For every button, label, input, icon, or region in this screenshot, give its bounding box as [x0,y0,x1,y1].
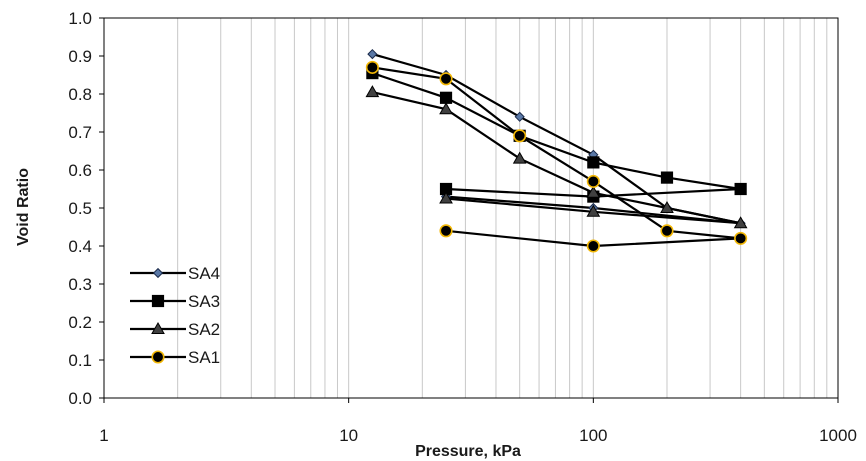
y-axis-label: Void Ratio [15,168,32,246]
data-point [439,191,453,204]
legend-marker [151,294,165,308]
data-point [660,224,674,238]
legend-label: SA2 [188,320,220,339]
series-line [372,53,741,225]
y-tick-label: 0.3 [68,275,92,294]
y-tick-label: 0.5 [68,199,92,218]
data-point [734,231,748,245]
y-tick-label: 1.0 [68,9,92,28]
y-tick-label: 0.7 [68,123,92,142]
data-point [587,156,600,169]
tick-labels: 0.0 0.1 0.2 0.3 0.4 0.5 0.6 0.7 0.8 0.9 1.0 1 10 100 1… [68,9,857,445]
data-point [513,129,527,143]
data-point [365,60,379,74]
series-sa2 [365,85,748,229]
legend-label: SA4 [188,264,220,283]
plot-border [103,17,839,399]
y-tick-label: 0.1 [68,351,92,370]
x-tick-label: 1000 [819,426,857,445]
data-point [439,91,453,104]
legend-entry-sa1: SA1 [130,348,220,367]
legend-entry-sa2: SA2 [130,320,220,339]
data-point [734,182,747,196]
data-point [439,224,453,238]
data-point [660,200,674,213]
y-tick-label: 0.9 [68,47,92,66]
data-point [367,48,378,60]
data-point [586,174,600,188]
y-tick-label: 0.6 [68,161,92,180]
data-point [733,216,748,229]
grid [177,18,828,398]
data-point [586,239,600,253]
data-point [512,151,527,164]
legend-label: SA3 [188,292,220,311]
legend-marker [151,350,165,364]
series-line [372,91,741,225]
series-sa1 [365,60,748,253]
legend-marker [152,267,164,279]
legend-entry-sa4: SA4 [130,264,220,283]
data-point [586,185,601,198]
data-point [514,111,525,122]
y-tick-label: 0.0 [68,389,92,408]
data-point [586,204,601,217]
legend-marker [151,321,165,334]
y-tick-label: 0.8 [68,85,92,104]
x-tick-label: 1 [99,426,108,445]
x-tick-label: 100 [579,426,607,445]
data-point [439,102,453,115]
x-tick-label: 10 [339,426,358,445]
series-line [372,72,741,198]
data-point [660,171,674,184]
x-axis-label: Pressure, kPa [415,443,521,460]
data-point [439,72,453,86]
legend-entry-sa3: SA3 [130,292,220,311]
y-tick-label: 0.2 [68,313,92,332]
series-layer [365,48,748,253]
series-line [372,66,741,248]
y-tick-label: 0.4 [68,237,92,256]
data-point [365,85,380,98]
plot-frame [99,17,839,403]
legend: SA4 SA3 SA2 SA1 [130,264,220,367]
legend-label: SA1 [188,348,220,367]
